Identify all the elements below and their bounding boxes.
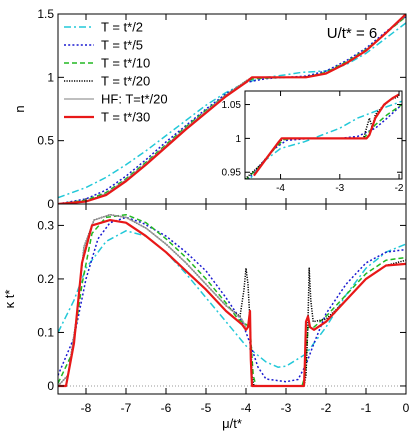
y-tick-label: 1.05: [222, 100, 242, 111]
legend-label: HF: T=t*/20: [101, 92, 168, 107]
series-line: [58, 213, 406, 387]
plot-frame: [244, 90, 403, 180]
y-axis-label: κ t*: [2, 290, 17, 309]
x-tick-label: -3: [281, 401, 292, 415]
top-panel: 0 0.5 1 1.5 n U/t* = 6: [12, 7, 407, 211]
series-line: [58, 230, 406, 368]
legend: T = t*/2 T = t*/5 T = t*/10 T = t*/20 HF: T=…: [64, 20, 168, 125]
x-tick-label: -3: [335, 183, 344, 194]
x-tick-label: -7: [121, 401, 132, 415]
inset-panel: -4 -3 -2 0.95 1 1.05: [222, 90, 404, 194]
series-line: [58, 216, 406, 383]
y-tick-label: 0: [47, 197, 54, 211]
x-tick-label: -6: [161, 401, 172, 415]
legend-label: T = t*/30: [101, 110, 150, 125]
x-tick-label: 0: [403, 401, 410, 415]
y-axis-label: n: [12, 105, 27, 112]
series-line: [58, 219, 406, 388]
y-tick-label: 0.3: [37, 218, 54, 232]
y-tick-label: 1: [235, 134, 241, 145]
y-tick-label: 1: [47, 70, 54, 84]
y-tick-label: 1.5: [37, 7, 54, 21]
legend-label: T = t*/20: [101, 74, 150, 89]
series-group: [58, 14, 406, 204]
legend-label: T = t*/5: [101, 38, 143, 53]
y-tick-label: 0.1: [37, 325, 54, 339]
inset-background: [245, 91, 402, 179]
x-tick-label: -8: [81, 401, 92, 415]
x-tick-label: -2: [395, 183, 404, 194]
series-line: [253, 93, 400, 177]
series-line: [58, 213, 406, 387]
x-tick-label: -4: [241, 401, 252, 415]
x-tick-label: -2: [321, 401, 332, 415]
y-tick-label: 0.95: [222, 168, 242, 179]
y-tick-label: 0.5: [37, 134, 54, 148]
y-tick-label: 0.2: [37, 272, 54, 286]
bottom-panel: -8 -7 -6 -5 -4 -3 -2 -1 0 0 0.1 0.2 0.3 κ t* μ/t*: [2, 203, 410, 431]
plot-frame: [57, 203, 407, 395]
x-tick-label: -1: [361, 401, 372, 415]
series-line: [58, 14, 406, 204]
y-tick-label: 0: [47, 379, 54, 393]
series-group: [58, 213, 406, 388]
parameter-annotation: U/t* = 6: [327, 25, 377, 42]
series-group: [245, 93, 402, 179]
legend-label: T = t*/10: [101, 56, 150, 71]
x-axis-label: μ/t*: [222, 416, 242, 431]
x-tick-label: -5: [201, 401, 212, 415]
legend-label: T = t*/2: [101, 20, 143, 35]
x-tick-label: -4: [276, 183, 285, 194]
